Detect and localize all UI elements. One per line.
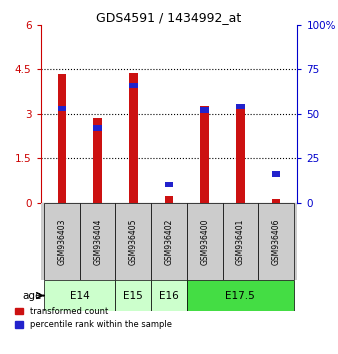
- Title: GDS4591 / 1434992_at: GDS4591 / 1434992_at: [96, 11, 242, 24]
- Text: E14: E14: [70, 291, 90, 301]
- Text: GSM936401: GSM936401: [236, 218, 245, 264]
- Text: E15: E15: [123, 291, 143, 301]
- Bar: [222, 202, 258, 280]
- Text: GSM936406: GSM936406: [271, 218, 281, 265]
- Text: GSM936402: GSM936402: [165, 218, 173, 264]
- Bar: [236, 104, 245, 109]
- Text: age: age: [22, 291, 41, 301]
- Text: GSM936403: GSM936403: [57, 218, 67, 265]
- Bar: [258, 202, 294, 280]
- Bar: [129, 82, 138, 88]
- Bar: [57, 105, 67, 111]
- Bar: [236, 107, 245, 202]
- Bar: [271, 199, 281, 202]
- Bar: [57, 74, 67, 202]
- Bar: [187, 202, 222, 280]
- Bar: [93, 125, 102, 131]
- Bar: [271, 171, 281, 177]
- Bar: [116, 280, 151, 311]
- Bar: [44, 202, 80, 280]
- Bar: [165, 182, 173, 187]
- Bar: [151, 280, 187, 311]
- Bar: [116, 202, 151, 280]
- Text: E17.5: E17.5: [225, 291, 255, 301]
- Bar: [187, 280, 294, 311]
- Legend: transformed count, percentile rank within the sample: transformed count, percentile rank withi…: [15, 307, 172, 329]
- Bar: [200, 107, 209, 113]
- Bar: [93, 118, 102, 202]
- Bar: [80, 202, 116, 280]
- Text: GSM936400: GSM936400: [200, 218, 209, 265]
- Text: GSM936405: GSM936405: [129, 218, 138, 265]
- Bar: [44, 280, 116, 311]
- Text: GSM936404: GSM936404: [93, 218, 102, 265]
- Bar: [165, 196, 173, 202]
- Text: E16: E16: [159, 291, 179, 301]
- Bar: [151, 202, 187, 280]
- Bar: [129, 73, 138, 202]
- Bar: [200, 106, 209, 202]
